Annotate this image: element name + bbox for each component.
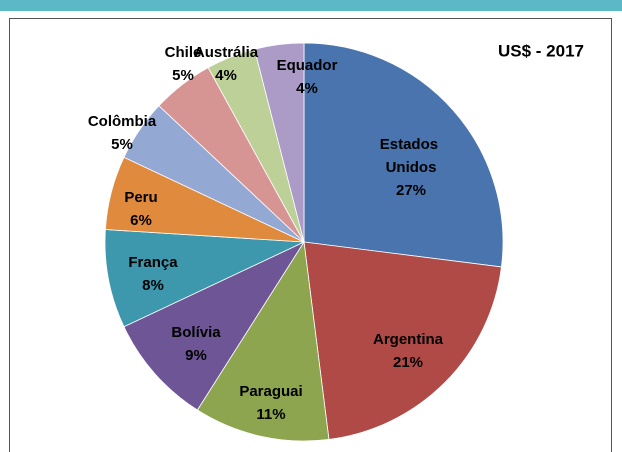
slice-label: Argentina (373, 331, 444, 348)
slice-value-label: 8% (142, 277, 164, 294)
slice-value-label: 6% (130, 212, 152, 229)
chart-frame (9, 18, 612, 452)
pie-slice (123, 241, 306, 411)
slice-label: França (128, 254, 178, 271)
pie-slice (196, 240, 330, 442)
slice-value-label: 5% (172, 67, 194, 84)
slice-label-line: Unidos (386, 159, 437, 176)
slice-value-label: 5% (111, 136, 133, 153)
slice-label-line: Estados (380, 136, 443, 153)
pie-slice (104, 229, 305, 328)
slice-value-label: 21% (393, 354, 423, 371)
header-strip (0, 0, 622, 11)
slice-label: Equador (277, 57, 338, 74)
slice-label: Estados Unidos (380, 136, 443, 176)
slice-label: Chile (165, 44, 202, 61)
slice-label: Bolívia (171, 324, 221, 341)
slice-label: Austrália (194, 44, 259, 61)
slice-value-label: 4% (215, 67, 237, 84)
pie-slice (303, 241, 502, 440)
slice-value-label: 4% (296, 80, 318, 97)
slice-value-label: 11% (256, 406, 285, 423)
slice-label: Paraguai (239, 383, 302, 400)
slice-label: Colômbia (88, 113, 157, 130)
slice-value-label: 27% (396, 182, 426, 199)
slice-label: Peru (124, 189, 157, 206)
slice-value-label: 9% (185, 347, 207, 364)
pie-slice (303, 42, 504, 268)
chart-title: US$ - 2017 (498, 41, 584, 60)
pie-slice (254, 42, 305, 243)
